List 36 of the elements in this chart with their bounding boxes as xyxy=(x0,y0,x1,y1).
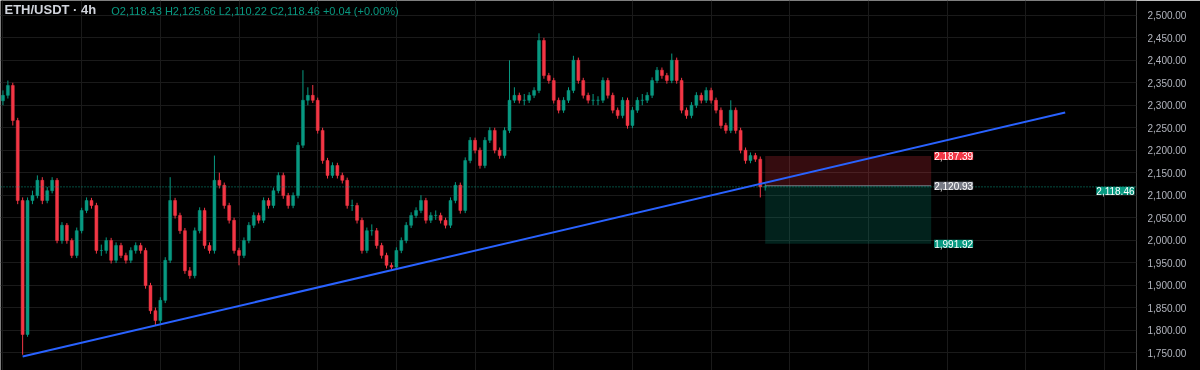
band-label: 2,187.39 xyxy=(934,150,974,162)
candlestick xyxy=(99,244,104,257)
candlestick xyxy=(729,99,733,134)
y-tick-label: 2,450.00 xyxy=(1147,32,1187,44)
band-label: 1,991.92 xyxy=(934,238,974,250)
y-tick-label: 2,100.00 xyxy=(1147,190,1187,202)
candlestick xyxy=(591,93,595,106)
y-tick-label: 2,300.00 xyxy=(1147,100,1187,112)
ref-line-label: 2,120.93 xyxy=(934,180,974,192)
y-tick-label: 2,400.00 xyxy=(1147,55,1187,67)
y-tick-label: 1,950.00 xyxy=(1147,257,1187,269)
candlestick xyxy=(350,199,354,212)
y-tick-label: 1,750.00 xyxy=(1147,347,1187,359)
y-tick-label: 1,800.00 xyxy=(1147,325,1187,337)
y-tick-label: 2,000.00 xyxy=(1147,235,1187,247)
ref-line-label: 2,118.46 xyxy=(1096,185,1135,197)
candlestick xyxy=(601,76,605,104)
candlestick xyxy=(40,176,45,205)
y-tick-label: 2,150.00 xyxy=(1147,167,1187,179)
y-tick-label: 1,850.00 xyxy=(1147,302,1187,314)
candlestick xyxy=(620,96,625,119)
chart-title: ETH/USDT · 4h xyxy=(4,1,97,17)
y-tick-label: 2,050.00 xyxy=(1147,212,1187,224)
y-tick-label: 2,500.00 xyxy=(1147,10,1187,22)
candlestick xyxy=(670,53,674,84)
y-tick-label: 2,200.00 xyxy=(1147,145,1187,157)
candlestick xyxy=(261,196,266,224)
candlestick xyxy=(424,197,428,224)
candlestick xyxy=(365,227,369,254)
y-tick-label: 2,250.00 xyxy=(1147,122,1187,134)
y-tick-label: 2,350.00 xyxy=(1147,77,1187,89)
candlestick xyxy=(114,241,118,264)
y-tick-label: 1,900.00 xyxy=(1147,280,1187,292)
candlestick xyxy=(109,237,113,264)
candlestick xyxy=(60,221,64,245)
chart-subtitle: O2,118.43 H2,125.66 L2,110.22 C2,118.46 +0.04 (+0.00%) xyxy=(111,4,399,17)
